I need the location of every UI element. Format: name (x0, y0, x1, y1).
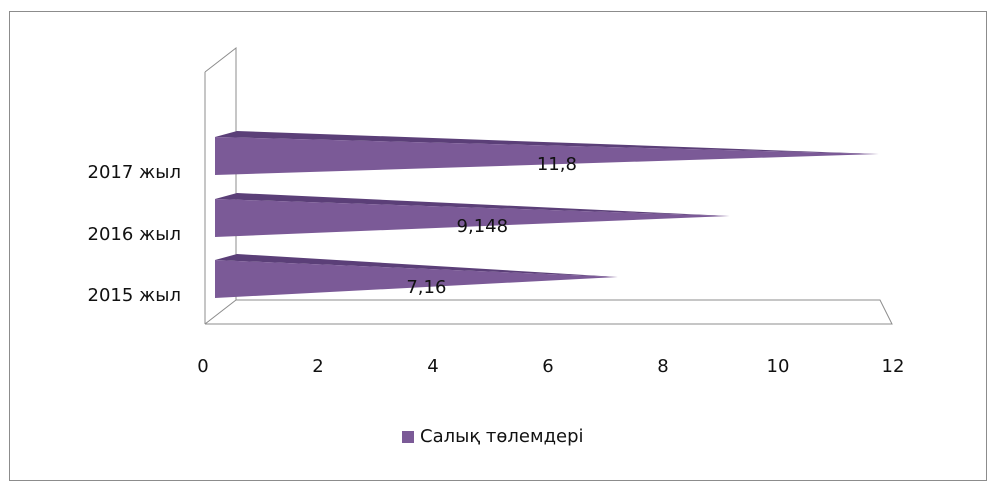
chart-frame (9, 11, 987, 481)
bar-top-face (215, 193, 730, 216)
x-tick-label: 12 (882, 356, 905, 377)
category-label: 2017 жыл (88, 162, 181, 183)
bar-front-face (215, 137, 879, 175)
data-label: 9,148 (457, 216, 509, 237)
legend-swatch (402, 430, 414, 443)
category-label: 2015 жыл (88, 285, 181, 306)
bar-1: 9,148 (215, 193, 730, 237)
x-tick-label: 2 (312, 356, 323, 377)
data-label: 11,8 (537, 154, 577, 175)
bar-front-face (215, 260, 618, 298)
floor-outline (204, 299, 893, 325)
x-tick-label: 4 (427, 356, 438, 377)
legend: Салық төлемдері (402, 426, 584, 447)
x-tick-label: 8 (657, 356, 668, 377)
bar-top-face (215, 254, 618, 277)
x-tick-label: 0 (197, 356, 208, 377)
bar-top-face (215, 131, 879, 154)
bar-2: 11,8 (215, 131, 879, 175)
legend-label: Салық төлемдері (420, 426, 584, 447)
x-tick-label: 6 (542, 356, 553, 377)
category-label: 2016 жыл (88, 224, 181, 245)
data-label: 7,16 (406, 277, 446, 298)
bar-0: 7,16 (215, 254, 618, 298)
chart: 7,16 9,148 11,8 0 2 4 6 8 10 12 2015 жыл 2016 жыл… (88, 46, 905, 377)
bar-front-face (215, 199, 730, 237)
x-tick-label: 10 (767, 356, 790, 377)
